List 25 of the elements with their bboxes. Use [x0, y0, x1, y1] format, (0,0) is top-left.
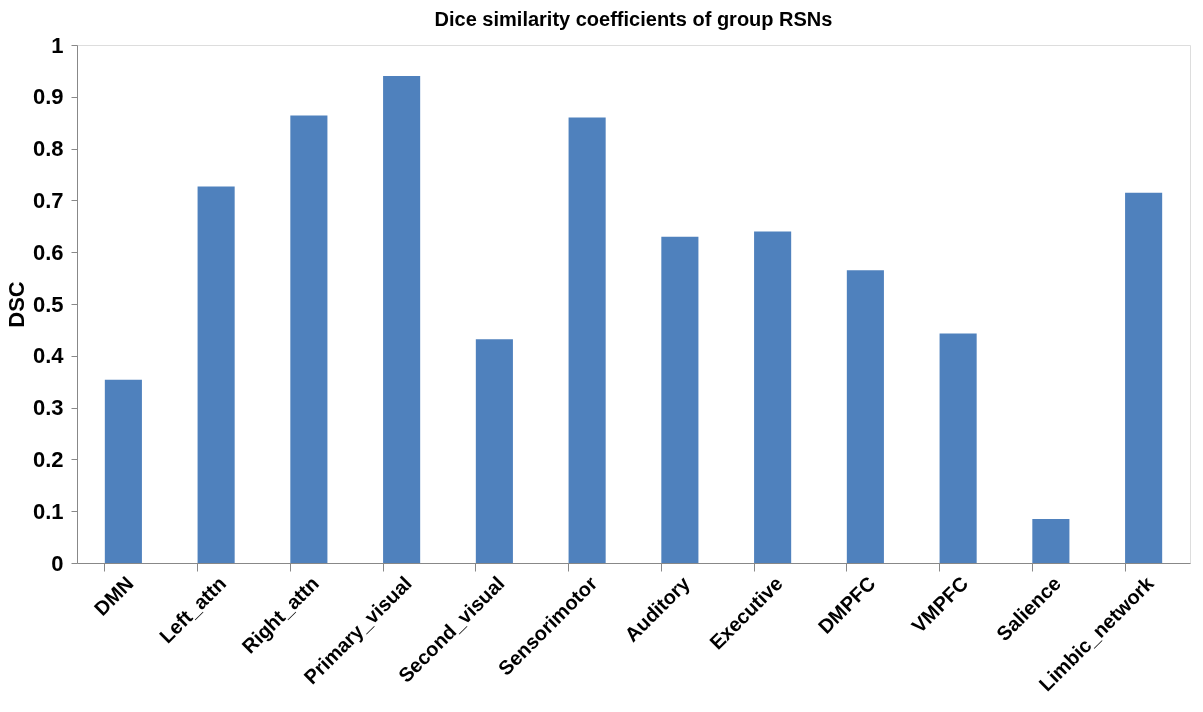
bar [1125, 192, 1163, 563]
bar [383, 76, 421, 563]
bar [846, 270, 884, 563]
bar [475, 339, 513, 563]
bar [754, 231, 792, 563]
y-tick-label: 0.1 [32, 498, 64, 524]
y-tick-label: 0.9 [32, 84, 64, 110]
bar [568, 117, 606, 563]
bar [661, 236, 699, 563]
chart-title: Dice similarity coefficients of group RSNs [434, 8, 833, 30]
bar [104, 379, 142, 563]
bar [290, 115, 328, 563]
y-tick-label: 0.4 [32, 343, 65, 369]
y-tick-label: 0.5 [32, 291, 64, 317]
bar [197, 186, 235, 563]
y-tick-label: 0 [51, 550, 64, 576]
y-tick-label: 1 [51, 32, 64, 58]
y-tick-label: 0.3 [32, 395, 64, 421]
y-tick-label: 0.7 [32, 187, 64, 213]
y-tick-label: 0.2 [32, 446, 64, 472]
bar [1032, 518, 1070, 563]
y-tick-label: 0.6 [32, 239, 64, 265]
bar [939, 333, 977, 563]
y-axis-title: DSC [3, 281, 29, 328]
y-tick-label: 0.8 [32, 136, 64, 162]
